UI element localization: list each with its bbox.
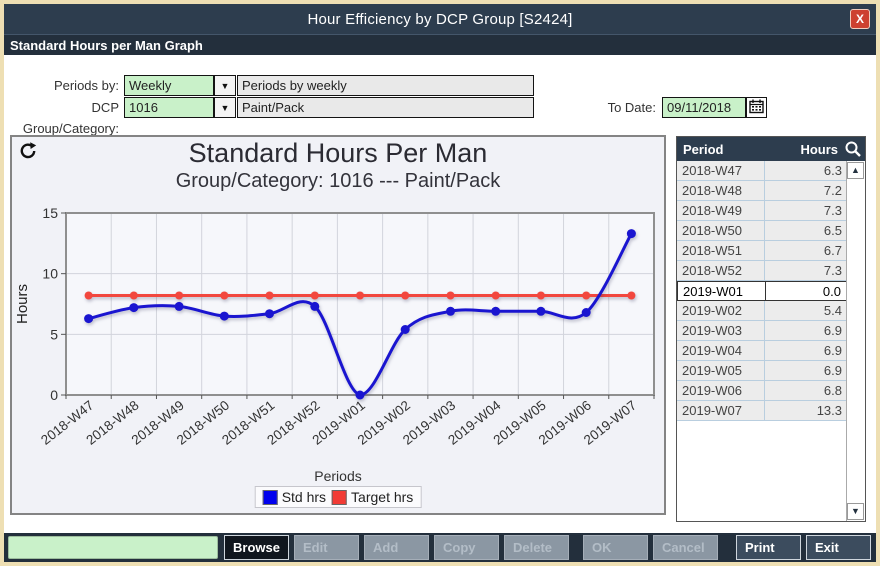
table-row[interactable]: 2019-W036.9 xyxy=(677,321,847,341)
page-title: Standard Hours per Man Graph xyxy=(4,38,203,53)
legend-label: Target hrs xyxy=(351,489,413,505)
table-scrollbar[interactable]: ▲ ▼ xyxy=(846,161,865,521)
hours-cell: 6.8 xyxy=(765,381,847,400)
to-date-label: To Date: xyxy=(544,97,656,118)
table-row[interactable]: 2019-W066.8 xyxy=(677,381,847,401)
triangle-down-icon: ▼ xyxy=(851,506,860,516)
chart-panel: Standard Hours Per Man Group/Category: 1… xyxy=(10,135,666,515)
period-cell: 2019-W05 xyxy=(677,361,765,380)
period-cell: 2019-W04 xyxy=(677,341,765,360)
bottom-toolbar: BrowseEditAddCopyDelete OKCancel PrintExit xyxy=(4,533,876,562)
period-cell: 2019-W02 xyxy=(677,301,765,320)
hours-cell: 6.9 xyxy=(765,341,847,360)
table-row[interactable]: 2018-W506.5 xyxy=(677,221,847,241)
hours-cell: 6.7 xyxy=(765,241,847,260)
period-column-header: Period xyxy=(683,142,769,157)
periods-by-description xyxy=(237,75,534,96)
calendar-button[interactable] xyxy=(746,97,767,118)
chart-legend: Std hrs Target hrs xyxy=(255,486,422,508)
hours-cell: 7.2 xyxy=(765,181,847,200)
period-cell: 2018-W49 xyxy=(677,201,765,220)
scroll-down-button[interactable]: ▼ xyxy=(847,503,864,520)
title-bar: Hour Efficiency by DCP Group [S2424] X xyxy=(4,4,876,34)
period-cell: 2018-W48 xyxy=(677,181,765,200)
table-row[interactable]: 2019-W046.9 xyxy=(677,341,847,361)
triangle-up-icon: ▲ xyxy=(851,165,860,175)
svg-text:Hours: Hours xyxy=(14,284,31,324)
period-cell: 2019-W03 xyxy=(677,321,765,340)
chart: 051015Hours2018-W472018-W482018-W492018-… xyxy=(12,201,664,467)
period-cell: 2018-W52 xyxy=(677,261,765,280)
close-button[interactable]: X xyxy=(850,9,870,29)
chevron-down-icon: ▼ xyxy=(221,81,230,91)
svg-text:15: 15 xyxy=(42,205,58,221)
status-field[interactable] xyxy=(8,536,218,559)
table-row[interactable]: 2019-W0713.3 xyxy=(677,401,847,421)
print-button[interactable]: Print xyxy=(736,535,801,560)
period-cell: 2019-W07 xyxy=(677,401,765,420)
period-cell: 2018-W50 xyxy=(677,221,765,240)
to-date-field[interactable] xyxy=(662,97,746,118)
dcp-group-label: DCP Group/Category: xyxy=(4,97,119,118)
dcp-group-select[interactable] xyxy=(124,97,214,118)
chart-subtitle: Group/Category: 1016 --- Paint/Pack xyxy=(12,170,664,193)
edit-button: Edit xyxy=(294,535,359,560)
hours-cell: 7.3 xyxy=(765,201,847,220)
cancel-button: Cancel xyxy=(653,535,718,560)
periods-by-label: Periods by: xyxy=(4,75,119,96)
svg-text:0: 0 xyxy=(50,387,58,403)
hours-cell: 13.3 xyxy=(765,401,847,420)
hours-cell: 6.9 xyxy=(765,321,847,340)
window-title: Hour Efficiency by DCP Group [S2424] xyxy=(307,11,572,28)
toolbar-buttons: BrowseEditAddCopyDelete OKCancel PrintExit xyxy=(224,533,876,562)
subtitle-bar: Standard Hours per Man Graph xyxy=(4,34,876,55)
table-row[interactable]: 2019-W010.0 xyxy=(677,281,847,301)
svg-text:10: 10 xyxy=(42,266,58,282)
period-cell: 2019-W06 xyxy=(677,381,765,400)
legend-item: Std hrs xyxy=(263,489,326,505)
legend-item: Target hrs xyxy=(332,489,413,505)
table-row[interactable]: 2019-W025.4 xyxy=(677,301,847,321)
hours-column-header: Hours xyxy=(769,142,842,157)
hours-cell: 6.3 xyxy=(765,161,847,180)
ok-button: OK xyxy=(583,535,648,560)
exit-button[interactable]: Exit xyxy=(806,535,871,560)
period-cell: 2018-W47 xyxy=(677,161,765,180)
hours-cell: 6.9 xyxy=(765,361,847,380)
hours-cell: 7.3 xyxy=(765,261,847,280)
table-body: 2018-W476.32018-W487.22018-W497.32018-W5… xyxy=(677,161,847,421)
app-window: Hour Efficiency by DCP Group [S2424] X S… xyxy=(0,0,880,566)
scroll-up-button[interactable]: ▲ xyxy=(847,162,864,179)
search-icon[interactable] xyxy=(844,140,862,158)
legend-swatch xyxy=(332,490,347,505)
table-header: Period Hours xyxy=(677,137,865,161)
dcp-group-dropdown-button[interactable]: ▼ xyxy=(214,97,236,118)
legend-label: Std hrs xyxy=(282,489,326,505)
hours-cell: 6.5 xyxy=(765,221,847,240)
x-axis-title: Periods xyxy=(12,468,664,484)
table-row[interactable]: 2018-W487.2 xyxy=(677,181,847,201)
delete-button: Delete xyxy=(504,535,569,560)
table-row[interactable]: 2018-W476.3 xyxy=(677,161,847,181)
table-row[interactable]: 2019-W056.9 xyxy=(677,361,847,381)
period-hours-table: Period Hours 2018-W476.32018-W487.22018-… xyxy=(676,136,866,522)
chart-title: Standard Hours Per Man xyxy=(12,138,664,169)
dcp-group-description xyxy=(237,97,534,118)
period-cell: 2019-W01 xyxy=(678,282,766,300)
svg-text:5: 5 xyxy=(50,326,58,342)
hours-cell: 0.0 xyxy=(766,282,846,300)
hours-cell: 5.4 xyxy=(765,301,847,320)
periods-by-dropdown-button[interactable]: ▼ xyxy=(214,75,236,96)
period-cell: 2018-W51 xyxy=(677,241,765,260)
copy-button: Copy xyxy=(434,535,499,560)
table-row[interactable]: 2018-W527.3 xyxy=(677,261,847,281)
browse-button[interactable]: Browse xyxy=(224,535,289,560)
table-row[interactable]: 2018-W497.3 xyxy=(677,201,847,221)
legend-swatch xyxy=(263,490,278,505)
calendar-icon xyxy=(749,99,764,114)
periods-by-select[interactable] xyxy=(124,75,214,96)
add-button: Add xyxy=(364,535,429,560)
chevron-down-icon: ▼ xyxy=(221,103,230,113)
table-row[interactable]: 2018-W516.7 xyxy=(677,241,847,261)
